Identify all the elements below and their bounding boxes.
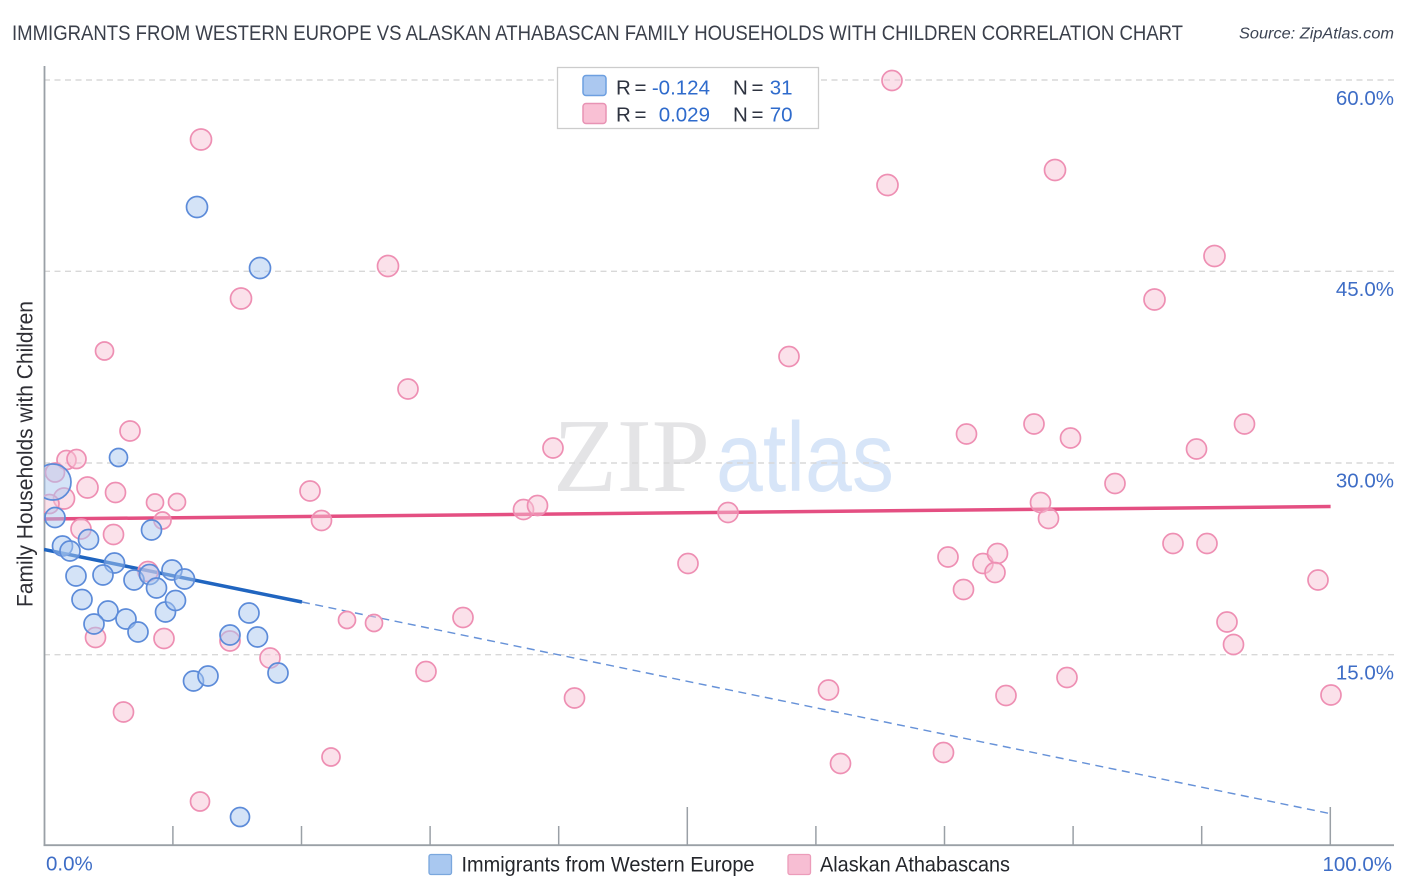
svg-text:=: = xyxy=(752,77,764,100)
svg-text:30.0%: 30.0% xyxy=(1336,470,1394,493)
svg-text:15.0%: 15.0% xyxy=(1336,661,1394,684)
svg-text:0.029: 0.029 xyxy=(659,104,710,127)
svg-text:Immigrants from Western Europe: Immigrants from Western Europe xyxy=(462,853,755,877)
svg-text:31: 31 xyxy=(770,77,793,100)
svg-text:=: = xyxy=(752,104,764,127)
svg-text:-0.124: -0.124 xyxy=(652,77,710,100)
svg-text:N: N xyxy=(733,77,748,100)
svg-text:Source: ZipAtlas.com: Source: ZipAtlas.com xyxy=(1239,26,1394,43)
svg-text:N: N xyxy=(733,104,748,127)
svg-text:R: R xyxy=(616,77,631,100)
svg-text:0.0%: 0.0% xyxy=(46,853,93,876)
svg-text:Alaskan Athabascans: Alaskan Athabascans xyxy=(820,853,1010,877)
svg-text:R: R xyxy=(616,104,631,127)
svg-text:IMMIGRANTS FROM WESTERN EUROPE: IMMIGRANTS FROM WESTERN EUROPE VS ALASKA… xyxy=(12,21,1183,45)
svg-text:=: = xyxy=(635,77,647,100)
svg-text:60.0%: 60.0% xyxy=(1336,87,1394,110)
svg-text:=: = xyxy=(635,104,647,127)
svg-text:Family Households with Childre: Family Households with Children xyxy=(13,301,38,607)
svg-text:ZIP: ZIP xyxy=(553,397,710,514)
svg-text:45.0%: 45.0% xyxy=(1336,278,1394,301)
svg-text:atlas: atlas xyxy=(716,402,894,512)
svg-text:70: 70 xyxy=(770,104,793,127)
svg-text:100.0%: 100.0% xyxy=(1322,853,1392,876)
